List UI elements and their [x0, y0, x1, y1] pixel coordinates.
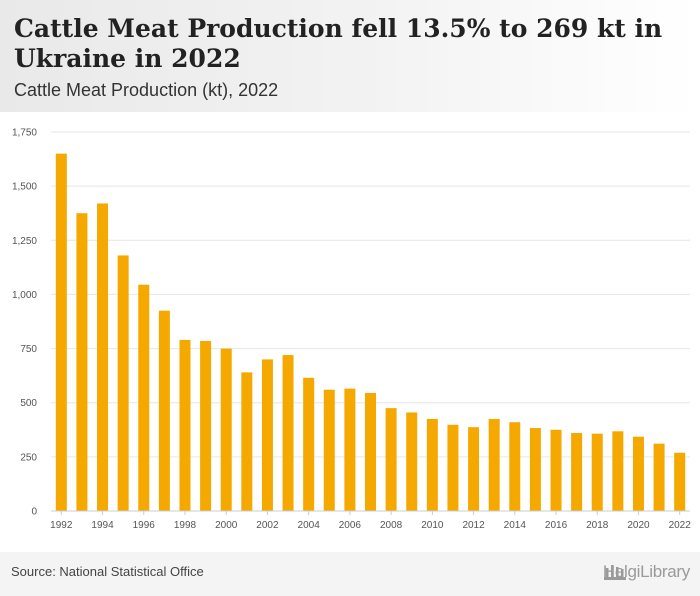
bar-1992 [55, 153, 67, 511]
bar-1994 [97, 203, 109, 511]
x-tick-label: 1996 [133, 520, 156, 531]
logo-text: HelgiLibrary [602, 562, 690, 581]
bar-1998 [179, 339, 191, 511]
library-building-icon [603, 565, 626, 580]
y-tick-label: 0 [31, 507, 37, 518]
bar-2010 [426, 418, 438, 511]
bar-2014 [509, 422, 521, 511]
y-tick-label: 250 [20, 452, 37, 463]
y-tick-label: 1,000 [12, 290, 37, 301]
bar-1996 [138, 284, 150, 511]
x-tick-label: 1994 [91, 520, 114, 531]
x-tick-label: 2002 [256, 520, 279, 531]
header: Cattle Meat Production fell 13.5% to 269… [0, 0, 700, 112]
x-tick-label: 1992 [50, 520, 73, 531]
bar-2001 [241, 372, 253, 511]
x-tick-label: 2000 [215, 520, 238, 531]
bar-2012 [468, 427, 480, 511]
x-tick-label: 2016 [545, 520, 568, 531]
bar-1995 [117, 255, 129, 511]
bar-2020 [632, 436, 644, 511]
bar-2008 [385, 408, 397, 511]
x-tick-label: 2006 [339, 520, 362, 531]
x-tick-label: 2018 [586, 520, 609, 531]
x-tick-label: 2008 [380, 520, 403, 531]
bar-2021 [653, 443, 665, 511]
y-tick-label: 1,750 [12, 128, 37, 139]
x-tick-label: 2012 [462, 520, 485, 531]
bar-1997 [158, 310, 170, 511]
bar-2009 [406, 412, 418, 511]
x-tick-label: 2020 [627, 520, 650, 531]
footer: Source: National Statistical Office Helg… [0, 552, 700, 596]
chart-subtitle: Cattle Meat Production (kt), 2022 [14, 80, 279, 100]
bar-chart: 0 250 500 750 1,000 1,250 1,500 1,750 1992 1994 19… [12, 128, 692, 532]
bar-2013 [488, 418, 500, 511]
x-tick-label: 2010 [421, 520, 444, 531]
page-title: Cattle Meat Production fell 13.5% to 269… [14, 14, 663, 73]
bar-2019 [612, 431, 624, 511]
bar-2004 [303, 377, 315, 511]
bar-2007 [365, 392, 376, 511]
bar-2005 [323, 389, 335, 511]
helgi-library-logo: HelgiLibrary [603, 561, 690, 583]
chart-area: 0 250 500 750 1,000 1,250 1,500 1,750 1992 1994 19… [0, 112, 700, 552]
bar-2018 [591, 433, 603, 511]
x-tick-label: 1998 [174, 520, 197, 531]
y-tick-label: 1,250 [12, 236, 37, 247]
x-tick-label: 2014 [504, 520, 527, 531]
bar-2003 [282, 355, 294, 511]
bar-2011 [447, 424, 459, 511]
bar-2000 [220, 348, 232, 511]
x-tick-label: 2022 [669, 520, 692, 531]
y-tick-label: 750 [20, 344, 37, 355]
x-tick-label: 2004 [298, 520, 321, 531]
bar-2015 [529, 428, 541, 511]
y-tick-label: 500 [20, 398, 37, 409]
bar-2016 [550, 429, 562, 511]
y-tick-label: 1,500 [12, 182, 37, 193]
bar-1999 [200, 340, 212, 511]
bar-1993 [76, 213, 88, 511]
source-note: Source: National Statistical Office [11, 564, 204, 579]
bar-2017 [571, 433, 583, 511]
bar-2002 [261, 359, 273, 511]
bar-2006 [344, 388, 356, 511]
bar-2022 [674, 452, 686, 511]
